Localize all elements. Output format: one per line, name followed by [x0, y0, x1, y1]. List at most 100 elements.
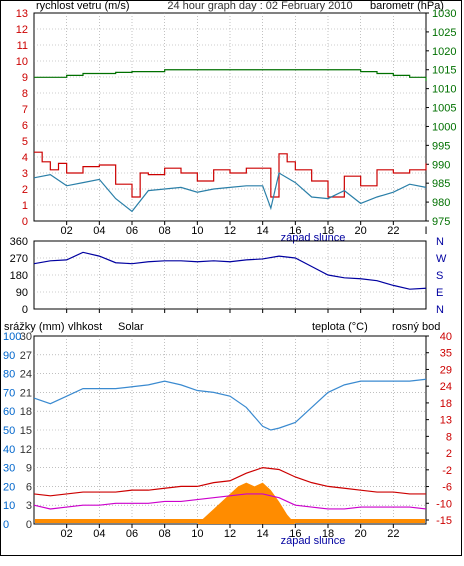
rain-y-tick-label: 21: [20, 387, 32, 399]
wind-y-tick-label: 2: [22, 184, 28, 196]
temp-y-tick-label: 40: [440, 331, 452, 343]
humidity-y-tick-label: 0: [3, 519, 9, 531]
humidity-y-tick-label: 30: [3, 463, 15, 475]
humidity-y-tick-label: 80: [3, 369, 15, 381]
direction-y-tick-label: 270: [10, 253, 28, 265]
wind-y-tick-label: 3: [22, 168, 28, 180]
pressure-series: [34, 69, 427, 82]
rain-y-tick-label: 6: [26, 481, 32, 493]
rain-y-tick-label: 30: [20, 331, 32, 343]
solar-legend-label: Solar: [118, 321, 144, 333]
pressure-y-tick-label: 975: [432, 216, 450, 228]
wind-panel-x-end-mark: I: [424, 225, 427, 237]
wind-panel-x-tick-label: 10: [191, 225, 203, 237]
rain-y-tick-label: 12: [20, 444, 32, 456]
direction-y-tick-label: 0: [22, 304, 28, 316]
humidity-y-tick-label: 50: [3, 425, 15, 437]
rain-axis-label: srážky (mm): [4, 321, 65, 333]
wind-panel-plot-area: [33, 12, 427, 222]
humidity-y-tick-label: 40: [3, 444, 15, 456]
wind-pressure-panel: 0123456789101112139759809859909951000100…: [16, 8, 457, 244]
humidity-panel-x-tick-label: 12: [224, 528, 236, 540]
temp-y-tick-label: 35: [440, 348, 452, 360]
pressure-y-tick-label: 1030: [432, 8, 456, 20]
wind-axis-label: rychlost vetru (m/s): [36, 0, 130, 12]
pressure-y-tick-label: 1005: [432, 103, 456, 115]
pressure-axis-label: barometr (hPa): [370, 0, 444, 12]
wind-y-tick-label: 10: [16, 56, 28, 68]
dewpoint-series: [33, 493, 427, 510]
compass-label: E: [436, 287, 443, 299]
rain-y-tick-label: 18: [20, 406, 32, 418]
wind-panel-x-tick-label: 18: [322, 225, 334, 237]
compass-label: N: [436, 236, 444, 248]
wind-panel-x-tick-label: 16: [289, 225, 301, 237]
wind-y-tick-label: 9: [22, 72, 28, 84]
rain-y-tick-label: 15: [20, 425, 32, 437]
humidity-y-tick-label: 70: [3, 387, 15, 399]
direction-series: [33, 251, 427, 290]
wind-y-tick-label: 12: [16, 24, 28, 36]
rain-y-tick-label: 3: [26, 500, 32, 512]
sunset-note-bottom: západ slunce: [281, 535, 346, 547]
compass-label: N: [436, 304, 444, 316]
temperature-series: [33, 466, 426, 497]
humidity-y-tick-label: 10: [3, 500, 15, 512]
wind-gust-series: [34, 151, 427, 198]
temp-y-tick-label: 18: [440, 398, 452, 410]
wind-panel-x-tick-label: 14: [257, 225, 269, 237]
wind-y-tick-label: 8: [22, 88, 28, 100]
humidity-panel-x-tick-label: 20: [355, 528, 367, 540]
pressure-y-tick-label: 1015: [432, 65, 456, 77]
sunset-note: západ slunce: [281, 232, 346, 244]
temp-y-tick-label: 24: [440, 381, 452, 393]
wind-y-tick-label: 6: [22, 120, 28, 132]
wind-panel-x-tick-label: 22: [387, 225, 399, 237]
pressure-y-tick-label: 1000: [432, 121, 456, 133]
dewpoint-legend-label: rosný bod: [392, 321, 440, 333]
wind-panel-x-tick-label: 04: [93, 225, 105, 237]
humidity-legend-label: vlhkost: [68, 321, 102, 333]
chart-title: 24 hour graph day : 02 February 2010: [167, 0, 352, 12]
temp-y-tick-label: -10: [436, 498, 452, 510]
humidity-y-tick-label: 20: [3, 481, 15, 493]
direction-y-tick-label: 360: [10, 236, 28, 248]
rain-y-tick-label: 0: [26, 519, 32, 531]
rain-y-tick-label: 24: [20, 369, 32, 381]
wind-panel-x-tick-label: 08: [159, 225, 171, 237]
wind-y-tick-label: 1: [22, 200, 28, 212]
pressure-y-tick-label: 985: [432, 178, 450, 190]
wind-panel-x-tick-label: 20: [355, 225, 367, 237]
humidity-panel-x-tick-label: 08: [159, 528, 171, 540]
wind-y-tick-label: 5: [22, 136, 28, 148]
humidity-panel-x-tick-label: 18: [322, 528, 334, 540]
humidity-y-tick-label: 100: [3, 331, 21, 343]
temperature-legend-label: teplota (°C): [312, 321, 368, 333]
wind-y-tick-label: 13: [16, 8, 28, 20]
temp-y-tick-label: -6: [442, 482, 452, 494]
temp-y-tick-label: -15: [436, 515, 452, 527]
rain-y-tick-label: 27: [20, 350, 32, 362]
pressure-y-tick-label: 1010: [432, 84, 456, 96]
temp-y-tick-label: 2: [446, 448, 452, 460]
humidity-y-tick-label: 90: [3, 350, 15, 362]
solar-baseline: [35, 519, 425, 523]
temp-y-tick-label: 29: [440, 364, 452, 376]
humidity-panel-x-tick-label: 14: [257, 528, 269, 540]
pressure-y-tick-label: 1020: [432, 46, 456, 58]
pressure-y-tick-label: 990: [432, 159, 450, 171]
humidity-panel-x-tick-label: 10: [191, 528, 203, 540]
humidity-series: [33, 378, 427, 431]
pressure-y-tick-label: 980: [432, 197, 450, 209]
direction-y-tick-label: 180: [10, 270, 28, 282]
direction-y-tick-label: 90: [16, 287, 28, 299]
humidity-panel-x-tick-label: 22: [387, 528, 399, 540]
wind-y-tick-label: 4: [22, 152, 28, 164]
wind-y-tick-label: 11: [17, 40, 28, 52]
pressure-y-tick-label: 1025: [432, 27, 456, 39]
wind-panel-x-tick-label: 06: [126, 225, 138, 237]
humidity-panel-x-tick-label: 02: [61, 528, 73, 540]
